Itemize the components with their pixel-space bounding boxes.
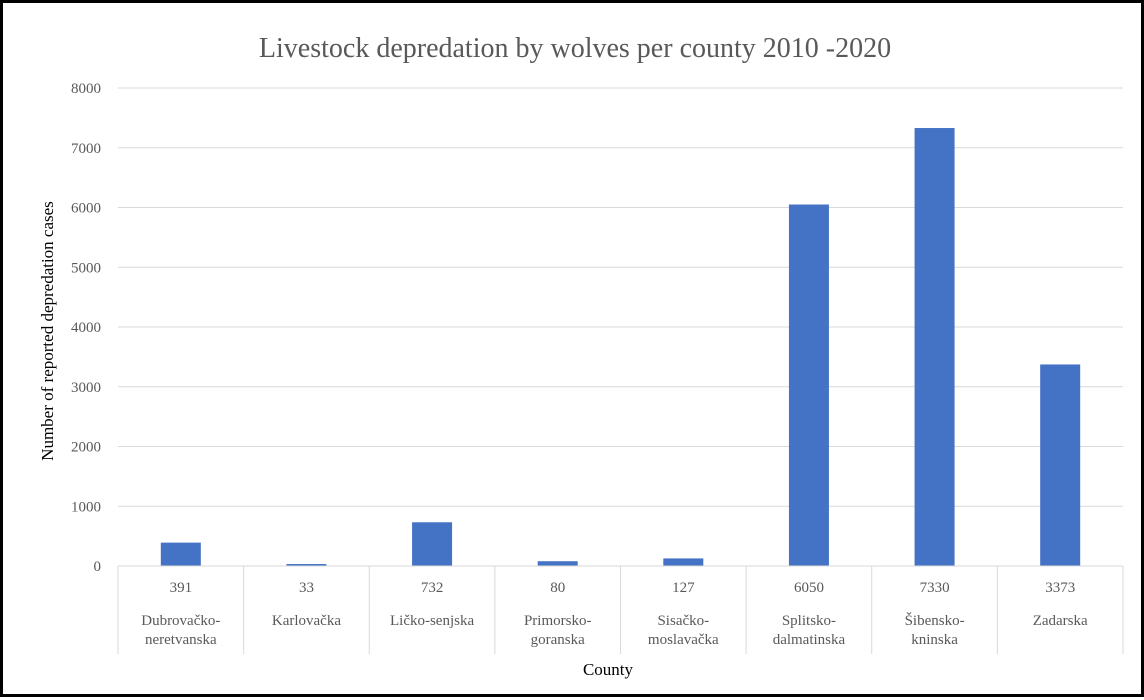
data-table-value: 127 [672,580,695,596]
bar-0 [160,542,201,566]
y-tick-label: 3000 [71,380,101,396]
category-label: Primorsko- [524,613,592,629]
data-table-value: 7330 [920,580,950,596]
bar-chart: Livestock depredation by wolves per coun… [38,33,1124,679]
y-tick-label: 6000 [71,201,101,217]
data-table-value: 6050 [794,580,824,596]
bar-3 [537,561,578,566]
data-table-value: 3373 [1045,580,1075,596]
category-label: Karlovačka [272,613,341,629]
y-tick-label: 1000 [71,499,101,515]
data-table-value: 732 [421,580,444,596]
y-tick-label: 7000 [71,141,101,157]
category-label: Šibensko- [905,612,965,629]
data-table-value: 391 [170,580,193,596]
data-table-value: 33 [299,580,314,596]
bar-1 [286,564,327,566]
category-label: Splitsko- [782,613,836,629]
category-label: dalmatinska [773,632,846,648]
x-axis-title: County [583,660,634,679]
y-axis-title: Number of reported depredation cases [38,201,57,461]
y-tick-label: 0 [94,559,102,575]
bar-4 [663,558,704,566]
category-label: kninska [911,632,958,648]
bar-6 [914,128,955,566]
category-label: Ličko-senjska [390,613,474,629]
category-label: moslavačka [648,632,719,648]
bar-2 [412,522,453,566]
y-tick-label: 8000 [71,81,101,97]
chart-title: Livestock depredation by wolves per coun… [259,33,891,64]
data-table-value: 80 [550,580,565,596]
category-label: neretvanska [145,632,217,648]
category-label: Zadarska [1033,613,1088,629]
bar-5 [788,204,829,566]
category-label: goranska [531,632,585,648]
bar-7 [1040,364,1081,566]
category-label: Sisačko- [657,613,709,629]
y-tick-label: 2000 [71,440,101,456]
y-tick-label: 5000 [71,260,101,276]
category-label: Dubrovačko- [141,613,220,629]
y-tick-label: 4000 [71,320,101,336]
